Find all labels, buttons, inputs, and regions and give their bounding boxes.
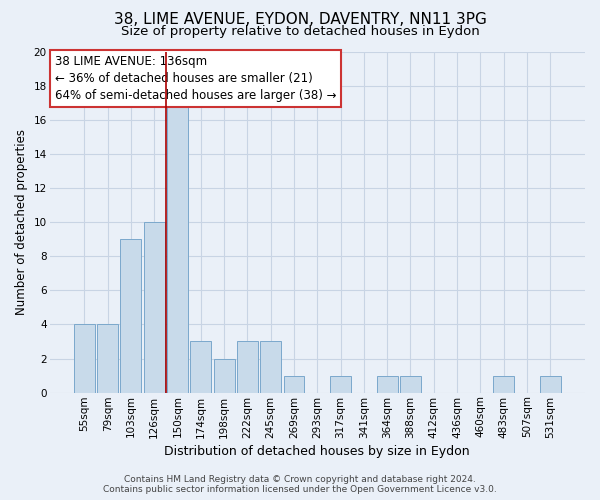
Bar bbox=[144, 222, 165, 392]
X-axis label: Distribution of detached houses by size in Eydon: Distribution of detached houses by size … bbox=[164, 444, 470, 458]
Bar bbox=[284, 376, 304, 392]
Bar bbox=[74, 324, 95, 392]
Bar bbox=[214, 358, 235, 392]
Bar bbox=[121, 239, 142, 392]
Bar bbox=[540, 376, 560, 392]
Bar bbox=[167, 102, 188, 393]
Bar bbox=[260, 342, 281, 392]
Text: Contains HM Land Registry data © Crown copyright and database right 2024.
Contai: Contains HM Land Registry data © Crown c… bbox=[103, 474, 497, 494]
Bar bbox=[377, 376, 398, 392]
Bar bbox=[190, 342, 211, 392]
Bar bbox=[237, 342, 258, 392]
Bar bbox=[330, 376, 351, 392]
Text: Size of property relative to detached houses in Eydon: Size of property relative to detached ho… bbox=[121, 25, 479, 38]
Text: 38 LIME AVENUE: 136sqm
← 36% of detached houses are smaller (21)
64% of semi-det: 38 LIME AVENUE: 136sqm ← 36% of detached… bbox=[55, 55, 337, 102]
Y-axis label: Number of detached properties: Number of detached properties bbox=[15, 129, 28, 315]
Bar bbox=[400, 376, 421, 392]
Text: 38, LIME AVENUE, EYDON, DAVENTRY, NN11 3PG: 38, LIME AVENUE, EYDON, DAVENTRY, NN11 3… bbox=[113, 12, 487, 28]
Bar bbox=[97, 324, 118, 392]
Bar bbox=[493, 376, 514, 392]
